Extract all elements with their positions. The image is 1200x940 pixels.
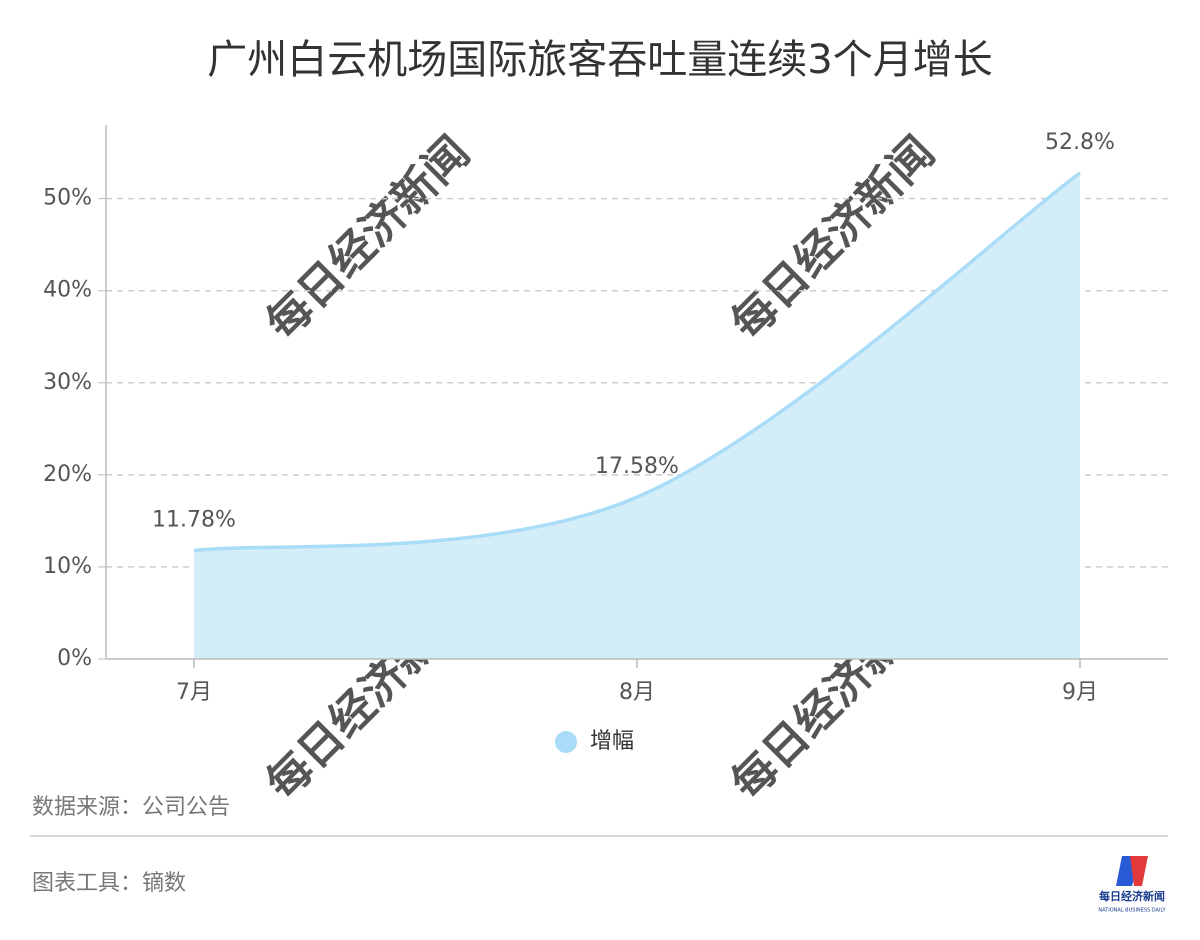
x-tick-label: 7月 (176, 680, 212, 705)
y-tick-label: 0% (57, 646, 92, 671)
legend-label: 增幅 (590, 729, 634, 754)
y-tick-label: 10% (43, 554, 92, 579)
source: 数据来源：公司公告 (32, 795, 230, 820)
legend-marker (555, 731, 577, 753)
data-label: 52.8% (1045, 130, 1115, 155)
x-tick-label: 9月 (1062, 680, 1098, 705)
watermark: 每日经济新闻 (257, 127, 480, 350)
tool: 图表工具：镝数 (32, 871, 186, 896)
data-label: 11.78% (152, 508, 236, 533)
logo-name: 每日经济新闻 (1099, 889, 1165, 903)
logo-mark (1130, 856, 1148, 886)
chart-title: 广州白云机场国际旅客吞吐量连续3个月增长 (207, 37, 992, 83)
y-tick-label: 30% (43, 370, 92, 395)
logo: 每日经济新闻 NATIONAL BUSINESS DAILY (1098, 856, 1167, 914)
logo-subtitle: NATIONAL BUSINESS DAILY (1098, 908, 1166, 914)
x-tick-label: 8月 (619, 680, 655, 705)
y-tick-label: 50% (43, 186, 92, 211)
data-label: 17.58% (595, 454, 679, 479)
y-tick-label: 20% (43, 462, 92, 487)
y-tick-label: 40% (43, 278, 92, 303)
area (194, 172, 1080, 659)
line (193, 171, 1082, 553)
